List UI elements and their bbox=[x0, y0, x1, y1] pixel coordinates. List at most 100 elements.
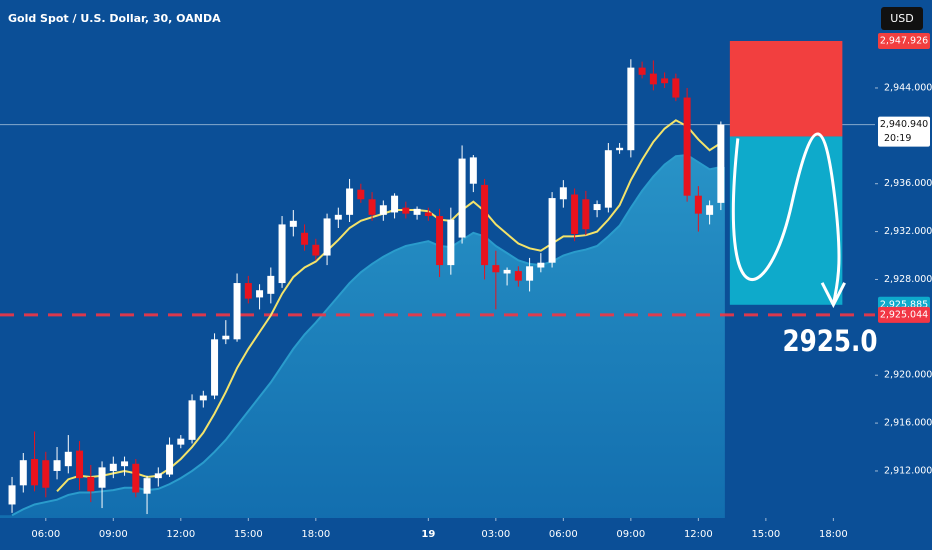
stop-zone bbox=[729, 40, 843, 137]
candle-body bbox=[87, 476, 95, 492]
candle-body bbox=[548, 198, 556, 263]
candle-body bbox=[121, 461, 129, 467]
x-tick-label: 06:00 bbox=[31, 529, 60, 540]
y-tick-label: 2,932.000 bbox=[884, 226, 932, 237]
currency-label[interactable]: USD bbox=[890, 12, 914, 25]
candle-body bbox=[672, 78, 680, 98]
x-tick-label: 03:00 bbox=[481, 529, 510, 540]
candle-body bbox=[199, 395, 207, 401]
candle-body bbox=[469, 157, 477, 184]
candle-body bbox=[593, 204, 601, 211]
candle-body bbox=[447, 219, 455, 266]
candle-body bbox=[514, 271, 522, 281]
candle-body bbox=[436, 216, 444, 266]
candle-body bbox=[188, 400, 196, 440]
candle-body bbox=[334, 214, 342, 220]
candle-body bbox=[154, 473, 162, 479]
candle-body bbox=[458, 158, 466, 238]
candle-body bbox=[222, 335, 230, 340]
drawing-arrowhead bbox=[820, 282, 846, 309]
candle-body bbox=[649, 73, 657, 85]
candle-body bbox=[166, 444, 174, 475]
candle-body bbox=[661, 78, 669, 84]
candle-body bbox=[53, 460, 61, 471]
candle-body bbox=[694, 195, 702, 214]
candle-body bbox=[582, 199, 590, 230]
candle-body bbox=[143, 478, 151, 494]
target-label: 2,925.885 bbox=[880, 299, 928, 310]
countdown-label: 20:19 bbox=[884, 133, 911, 144]
candle-body bbox=[64, 451, 72, 467]
candle-body bbox=[8, 485, 16, 505]
candle-body bbox=[638, 67, 646, 75]
candle-body bbox=[481, 184, 489, 266]
candle-body bbox=[301, 232, 309, 245]
stop-label-box bbox=[878, 32, 930, 49]
price-label: 2,940.940 bbox=[880, 119, 928, 130]
y-tick-label: 2,920.000 bbox=[884, 370, 932, 381]
candle-body bbox=[233, 283, 241, 340]
candle-body bbox=[42, 460, 50, 488]
candle-body bbox=[289, 220, 297, 227]
candle-body bbox=[559, 187, 567, 200]
candle-body bbox=[177, 438, 185, 445]
candle-body bbox=[278, 224, 286, 284]
chart-title: Gold Spot / U.S. Dollar, 30, OANDA bbox=[8, 12, 221, 25]
candle-body bbox=[391, 195, 399, 213]
candle-body bbox=[256, 290, 264, 298]
x-tick-label: 12:00 bbox=[166, 529, 195, 540]
stop-label: 2,947.926 bbox=[880, 35, 928, 46]
y-tick-label: 2,936.000 bbox=[884, 178, 932, 189]
candle-body bbox=[717, 124, 725, 203]
x-tick-label: 19 bbox=[421, 529, 435, 540]
currency-button[interactable] bbox=[881, 7, 923, 30]
x-tick-label: 18:00 bbox=[301, 529, 330, 540]
drawing-curve bbox=[731, 132, 841, 306]
candle-body bbox=[526, 266, 534, 281]
level-label: 2,925.044 bbox=[880, 309, 928, 320]
candle-body bbox=[346, 188, 354, 215]
candle-body bbox=[19, 460, 27, 486]
candle-body bbox=[424, 212, 432, 217]
candle-body bbox=[267, 275, 275, 294]
candle-body bbox=[379, 205, 387, 215]
candle-body bbox=[244, 283, 252, 299]
area-line bbox=[11, 153, 722, 517]
x-tick-label: 09:00 bbox=[616, 529, 645, 540]
candle-body bbox=[402, 207, 410, 214]
price-label-box bbox=[878, 116, 930, 147]
candle-body bbox=[323, 218, 331, 256]
y-tick-label: 2,916.000 bbox=[884, 418, 932, 429]
x-tick-label: 15:00 bbox=[234, 529, 263, 540]
candle-body bbox=[98, 467, 106, 488]
candle-body bbox=[571, 194, 579, 234]
x-tick-label: 18:00 bbox=[819, 529, 848, 540]
x-tick-label: 06:00 bbox=[549, 529, 578, 540]
y-tick-label: 2,944.000 bbox=[884, 82, 932, 93]
candle-body bbox=[76, 450, 84, 479]
candle-body bbox=[211, 339, 219, 396]
candle-body bbox=[604, 150, 612, 208]
candle-body bbox=[683, 97, 691, 196]
y-tick-label: 2,912.000 bbox=[884, 465, 932, 476]
y-tick-label: 2,928.000 bbox=[884, 274, 932, 285]
candle-body bbox=[537, 262, 545, 268]
candle-body bbox=[368, 199, 376, 215]
level-annotation: 2925.0 bbox=[782, 325, 877, 358]
candle-body bbox=[492, 265, 500, 273]
area-fill bbox=[0, 154, 725, 518]
candle-body bbox=[312, 244, 320, 256]
candle-body bbox=[706, 205, 714, 215]
x-tick-label: 15:00 bbox=[751, 529, 780, 540]
candle-body bbox=[413, 208, 421, 215]
candle-body bbox=[357, 189, 365, 200]
candle-body bbox=[109, 463, 117, 471]
candle-body bbox=[31, 458, 39, 486]
candle-body bbox=[627, 67, 635, 151]
x-tick-label: 12:00 bbox=[684, 529, 713, 540]
candle-body bbox=[503, 269, 511, 274]
candle-body bbox=[132, 463, 140, 493]
x-tick-label: 09:00 bbox=[99, 529, 128, 540]
candle-body bbox=[616, 147, 624, 151]
